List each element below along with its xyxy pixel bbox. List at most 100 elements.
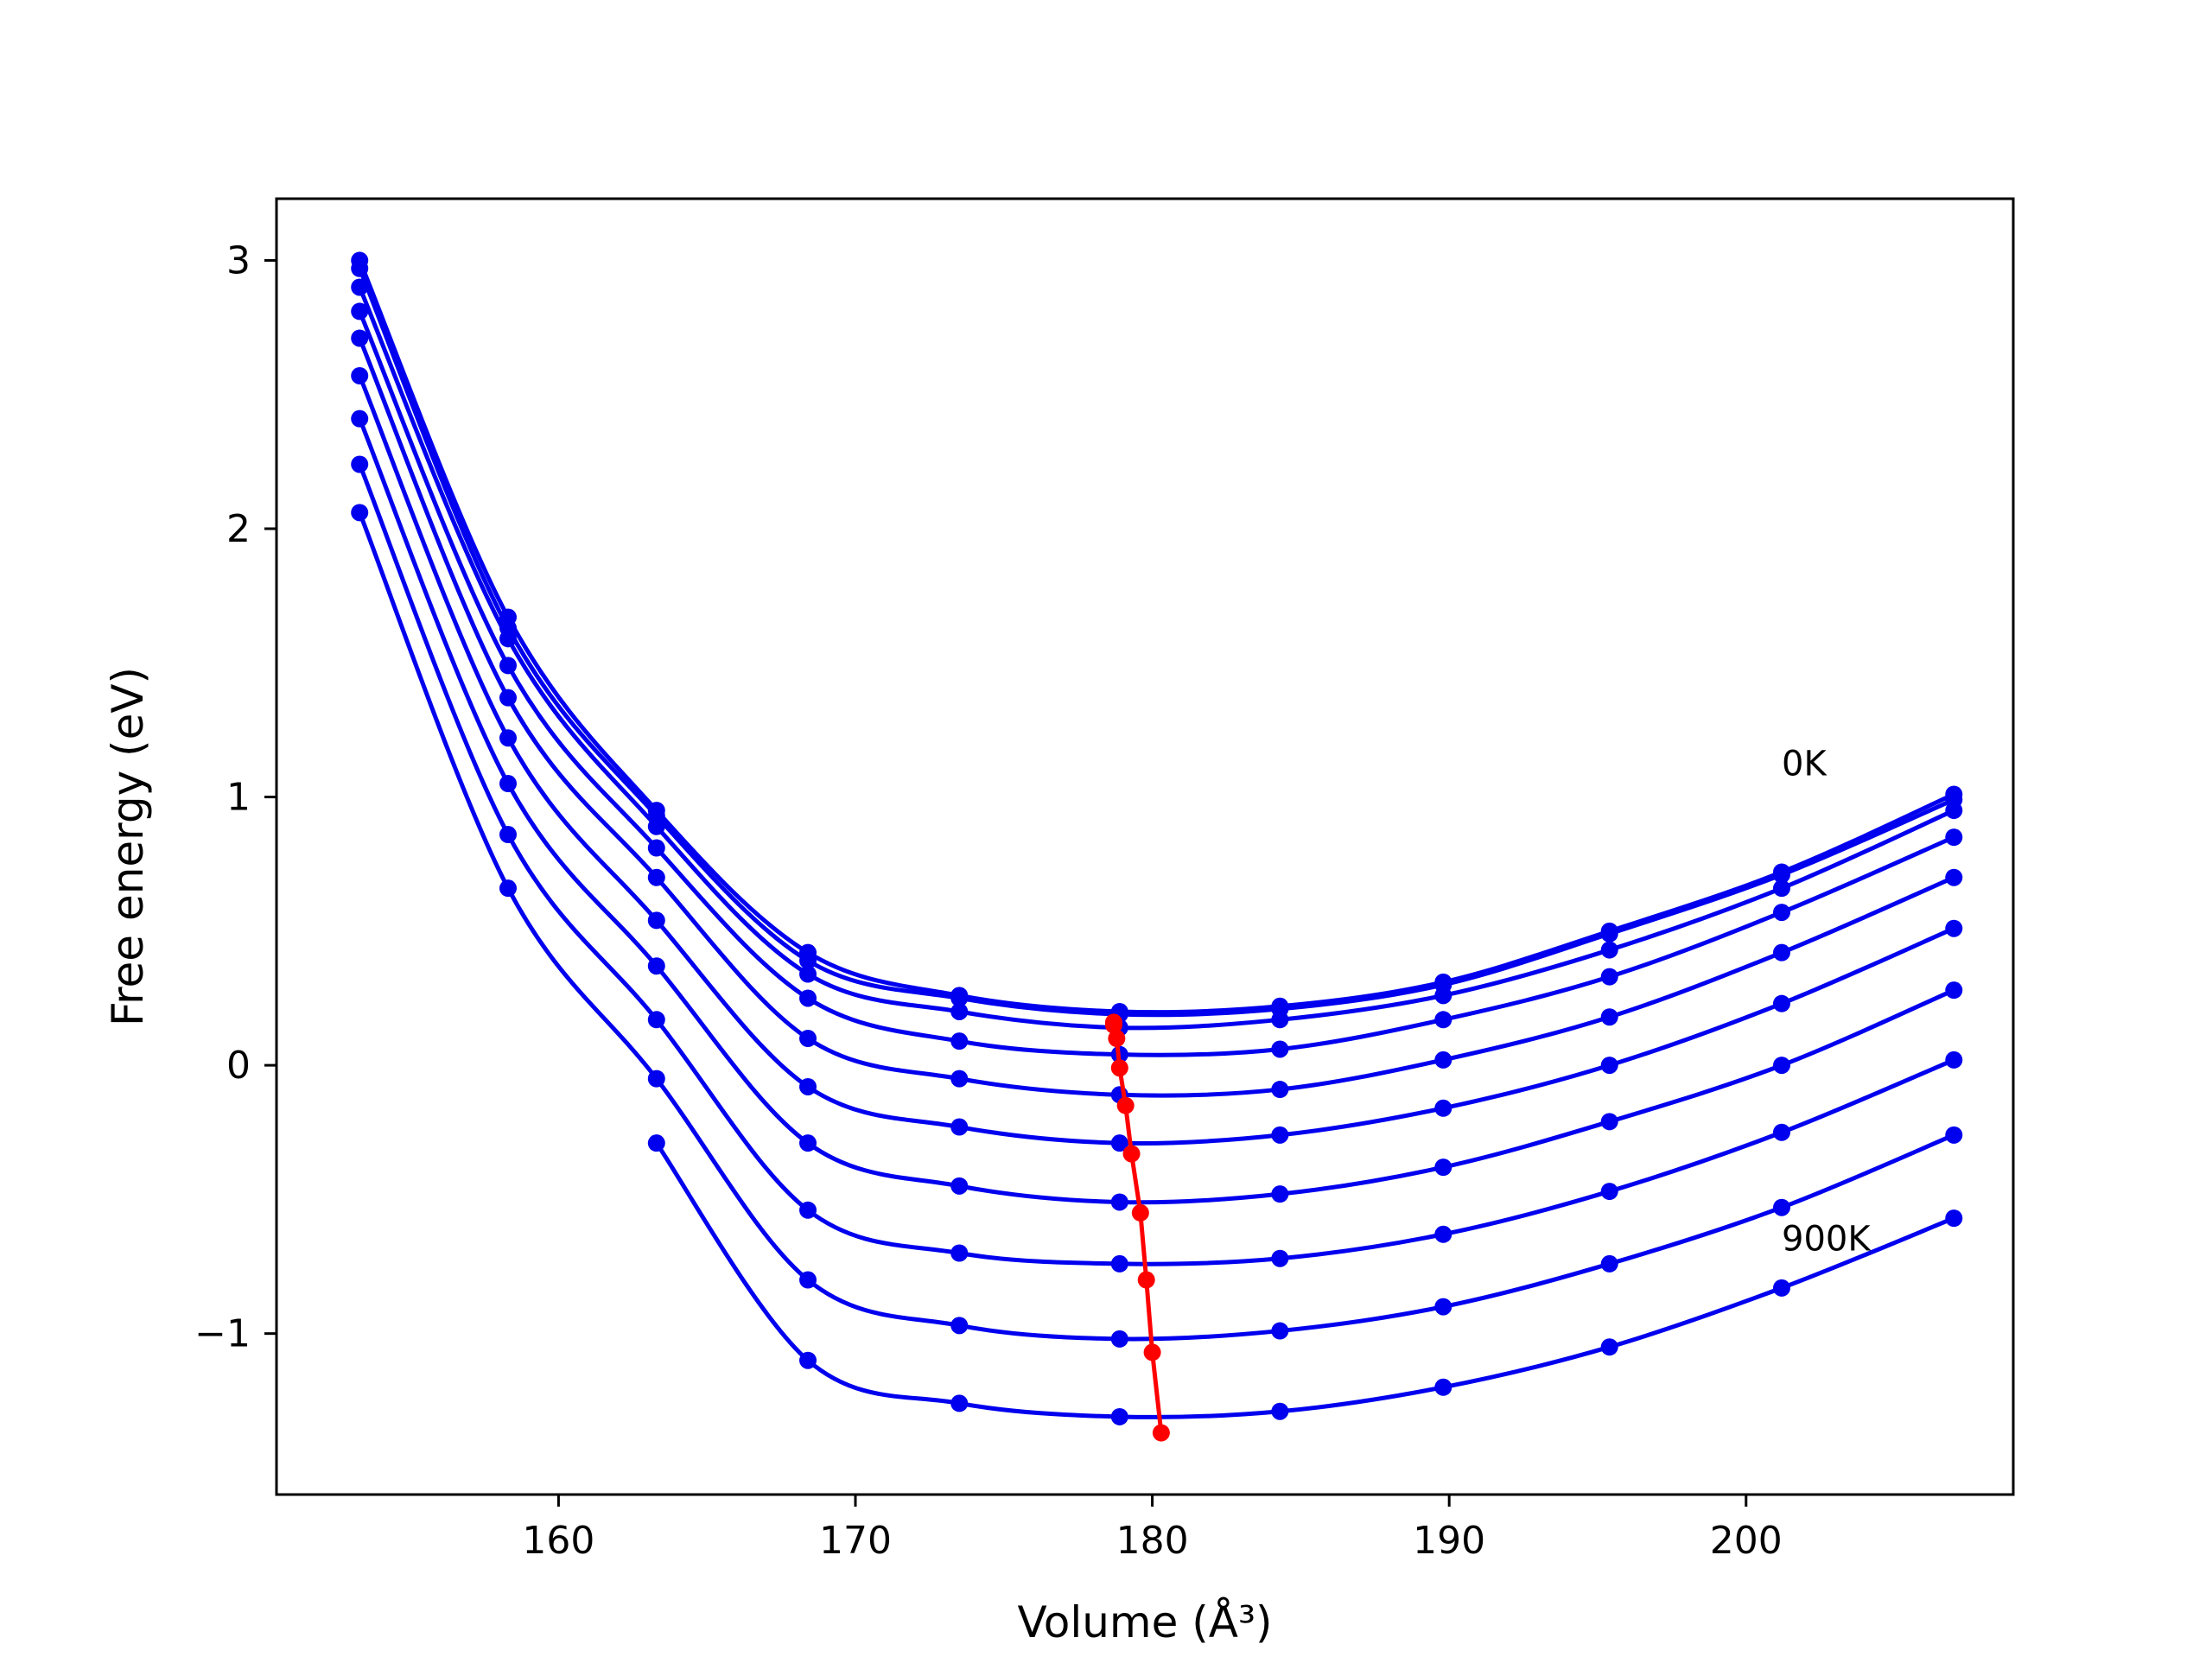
minimum-point	[1104, 1016, 1122, 1034]
data-point	[1773, 1123, 1790, 1141]
data-point	[1773, 1279, 1790, 1297]
minimum-point	[1110, 1059, 1128, 1077]
y-tick-label: 1	[226, 776, 251, 820]
data-point	[1271, 1249, 1289, 1267]
y-tick-label: −1	[194, 1312, 251, 1356]
data-point	[1945, 981, 1963, 1000]
data-point	[1600, 1113, 1618, 1131]
data-point	[1271, 1402, 1289, 1420]
data-point	[950, 1177, 969, 1195]
data-points	[351, 251, 1963, 1425]
data-point	[499, 775, 517, 793]
data-point	[799, 1134, 817, 1152]
fit-curve-0	[357, 259, 1955, 1015]
data-point	[647, 957, 665, 975]
data-point	[1271, 1185, 1289, 1203]
y-tick-label: 3	[226, 238, 251, 282]
fit-curve-1	[357, 267, 1955, 1018]
data-point	[1600, 1008, 1618, 1026]
x-tick-label: 200	[1710, 1519, 1783, 1563]
data-point	[647, 1134, 665, 1152]
temperature-annotation: 0K	[1782, 745, 1827, 784]
data-point	[351, 504, 369, 522]
annotations: 0K 900K	[1782, 745, 1872, 1260]
data-point	[950, 1002, 969, 1020]
data-point	[351, 455, 369, 473]
data-point	[647, 911, 665, 930]
data-point	[1600, 1254, 1618, 1273]
data-point	[950, 1394, 969, 1412]
data-point	[1110, 1134, 1128, 1152]
data-point	[950, 1118, 969, 1136]
x-tick-label: 170	[819, 1519, 892, 1563]
fit-curve-2	[357, 286, 1955, 1031]
data-point	[1773, 994, 1790, 1012]
data-point	[799, 1030, 817, 1048]
plot-frame	[275, 197, 2015, 1496]
data-point	[1110, 1330, 1128, 1348]
x-tick-label: 190	[1413, 1519, 1485, 1563]
data-point	[1110, 1193, 1128, 1211]
data-point	[1600, 1338, 1618, 1356]
minimum-point	[1116, 1096, 1135, 1114]
temperature-annotation: 900K	[1782, 1219, 1872, 1259]
data-point	[1945, 1050, 1963, 1069]
x-axis-title: Volume (Å³)	[1017, 1597, 1272, 1647]
data-point	[1945, 828, 1963, 847]
fit-curve-5	[357, 375, 1955, 1146]
data-point	[351, 259, 369, 277]
data-point	[950, 1032, 969, 1050]
data-point	[1773, 866, 1790, 884]
fit-curve-7	[357, 463, 1955, 1266]
data-point	[647, 817, 665, 835]
data-point	[1600, 941, 1618, 959]
y-axis-ticks: −1 0 1 2 3	[194, 238, 276, 1356]
y-tick-label: 0	[226, 1044, 251, 1088]
fit-curve-6	[357, 417, 1955, 1205]
data-point	[1434, 1099, 1452, 1117]
x-tick-label: 180	[1116, 1519, 1189, 1563]
data-point	[499, 657, 517, 675]
data-point	[1945, 868, 1963, 886]
data-point	[1271, 1011, 1289, 1029]
data-point	[1434, 987, 1452, 1005]
minimum-point	[1122, 1145, 1141, 1163]
data-point	[351, 409, 369, 428]
data-point	[1773, 943, 1790, 962]
data-point	[799, 1271, 817, 1289]
data-point	[647, 1070, 665, 1088]
data-point	[1110, 1407, 1128, 1425]
y-tick-label: 2	[226, 507, 251, 551]
data-point	[1110, 1254, 1128, 1273]
data-point	[799, 951, 817, 969]
data-point	[647, 868, 665, 886]
fit-curve-8	[357, 511, 1955, 1342]
data-point	[950, 1070, 969, 1088]
data-point	[950, 1244, 969, 1262]
data-point	[950, 989, 969, 1007]
data-point	[1434, 1298, 1452, 1316]
data-point	[499, 879, 517, 898]
x-axis-ticks: 160 170 180 190 200	[522, 1495, 1783, 1563]
data-point	[1434, 1225, 1452, 1243]
data-point	[799, 1201, 817, 1219]
data-point	[1945, 1126, 1963, 1144]
data-point	[647, 1011, 665, 1029]
data-point	[351, 278, 369, 296]
data-point	[351, 302, 369, 321]
data-point	[1271, 1322, 1289, 1340]
data-point	[1945, 802, 1963, 820]
fit-curve-3	[357, 310, 1955, 1057]
data-point	[351, 329, 369, 347]
x-tick-label: 160	[522, 1519, 594, 1563]
minimum-point	[1131, 1203, 1149, 1222]
data-point	[1773, 1198, 1790, 1216]
data-point	[799, 989, 817, 1007]
minimum-point	[1143, 1343, 1161, 1362]
minimum-point	[1152, 1424, 1170, 1442]
data-point	[1945, 919, 1963, 937]
data-point	[499, 826, 517, 844]
